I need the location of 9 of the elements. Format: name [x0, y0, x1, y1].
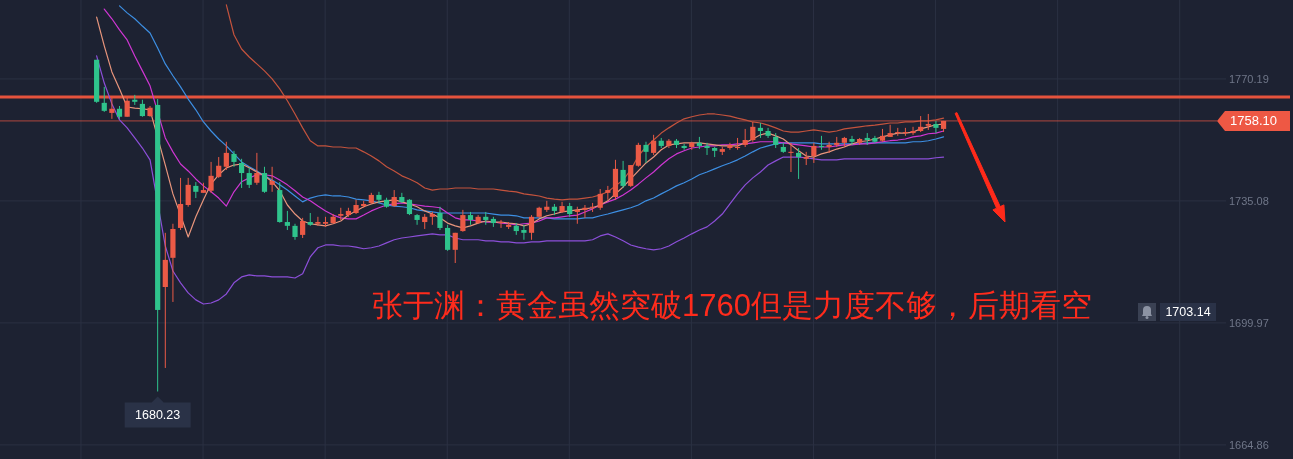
- annotation: 张于渊：黄金虽然突破1760但是力度不够，后期看空: [372, 288, 1092, 323]
- annotation: 1680.23: [135, 408, 181, 423]
- y-tick-label: 1664.86: [1229, 438, 1269, 451]
- y-tick-label: 1770.19: [1229, 72, 1269, 85]
- ref-line-label: 1758.10: [1230, 113, 1277, 129]
- y-tick-label: 1735.08: [1229, 194, 1269, 207]
- y-tick-label: 1699.97: [1229, 316, 1269, 329]
- low-tag: 1680.23: [124, 396, 191, 428]
- alert-tag: 1703.14: [1160, 303, 1216, 321]
